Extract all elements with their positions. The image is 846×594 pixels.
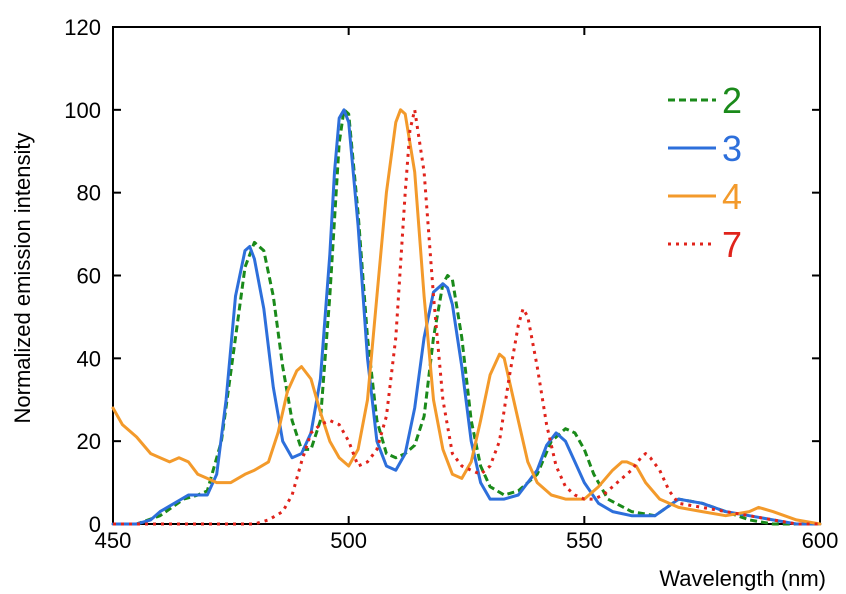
x-axis-title: Wavelength (nm) [659, 566, 826, 591]
series-line-2 [113, 108, 820, 526]
y-tick-label: 100 [64, 98, 101, 123]
series-line-4 [111, 108, 822, 526]
y-tick-label: 0 [89, 512, 101, 537]
legend: 2 3 4 7 [668, 80, 742, 265]
y-tick-label: 20 [77, 429, 101, 454]
x-tick-label: 500 [330, 528, 367, 553]
series-line-7 [113, 108, 820, 526]
legend-label-2: 2 [722, 80, 742, 121]
series-layer [111, 108, 822, 526]
x-tick-label: 600 [802, 528, 839, 553]
legend-label-4: 4 [722, 176, 742, 217]
x-ticks: 450 500 550 600 [95, 27, 839, 553]
y-axis-title: Normalized emission intensity [10, 133, 35, 424]
y-tick-label: 120 [64, 15, 101, 40]
y-tick-label: 60 [77, 264, 101, 289]
y-tick-label: 40 [77, 346, 101, 371]
y-tick-label: 80 [77, 181, 101, 206]
series-line-3 [111, 108, 822, 526]
x-tick-label: 550 [566, 528, 603, 553]
legend-label-3: 3 [722, 128, 742, 169]
legend-label-7: 7 [722, 224, 742, 265]
x-tick-label: 450 [95, 528, 132, 553]
